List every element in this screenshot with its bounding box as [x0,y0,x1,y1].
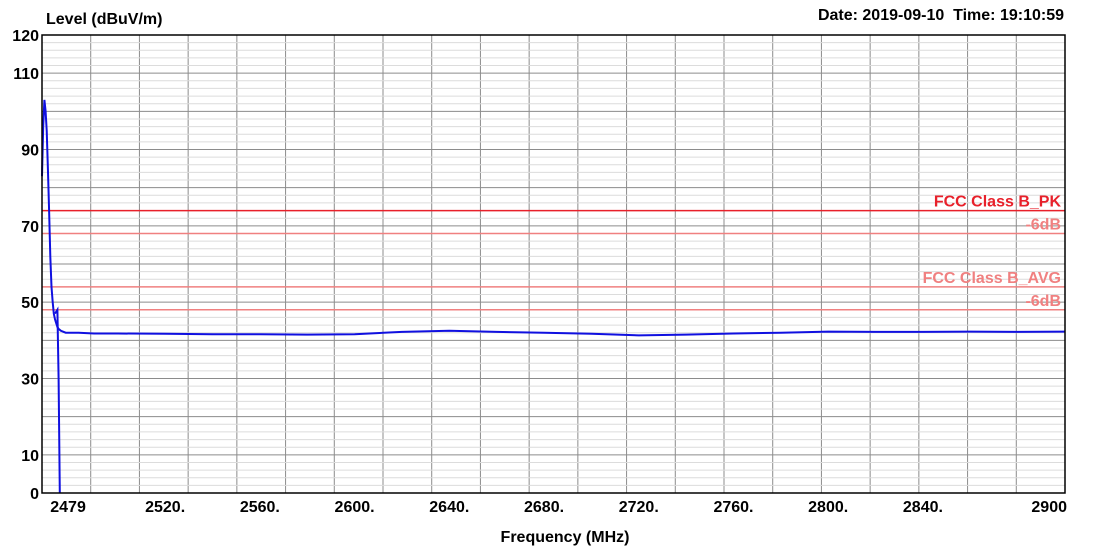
measurement-traces [41,99,1066,494]
date-time-stamp: Date: 2019-09-10 Time: 19:10:59 [818,7,1064,24]
x-tick-label: 2840. [903,499,943,516]
y-tick-label: 10 [21,448,39,465]
x-tick-label: 2479 [50,499,86,516]
limit-line-label: FCC Class B_AVG [923,270,1061,287]
y-tick-label: 120 [12,28,39,45]
x-tick-labels: 2479 2520. 2560. 2600. 2640. 2680. 2720. 2760. 2… [50,499,1067,516]
x-tick-label: 2800. [808,499,848,516]
x-tick-label: 2640. [429,499,469,516]
plot-frame [41,34,1066,494]
limit-line-label: -6dB [1025,293,1061,310]
limit-line-label: FCC Class B_PK [934,194,1062,211]
limit-lines: FCC Class B_PK -6dB FCC Class B_AVG -6dB [42,194,1065,311]
y-tick-labels: 0 10 30 50 70 90 110 120 [12,28,39,503]
x-tick-label: 2600. [335,499,375,516]
y-tick-label: 110 [13,66,39,83]
x-tick-label: 2720. [619,499,659,516]
x-tick-label: 2560. [240,499,280,516]
y-tick-label: 0 [30,486,39,503]
y-axis-label: Level (dBuV/m) [46,11,162,28]
y-tick-label: 90 [21,143,39,160]
x-axis-label: Frequency (MHz) [501,529,630,546]
y-tick-label: 70 [21,219,39,236]
x-tick-label: 2520. [145,499,185,516]
limit-line-label: -6dB [1025,216,1061,233]
trace-line [54,306,61,494]
x-tick-label: 2760. [713,499,753,516]
x-tick-label: 2900 [1031,499,1067,516]
x-tick-label: 2680. [524,499,564,516]
trace-line [41,99,1066,337]
y-tick-label: 50 [21,295,39,312]
chart-grid [42,35,1065,493]
y-tick-label: 30 [21,372,39,389]
